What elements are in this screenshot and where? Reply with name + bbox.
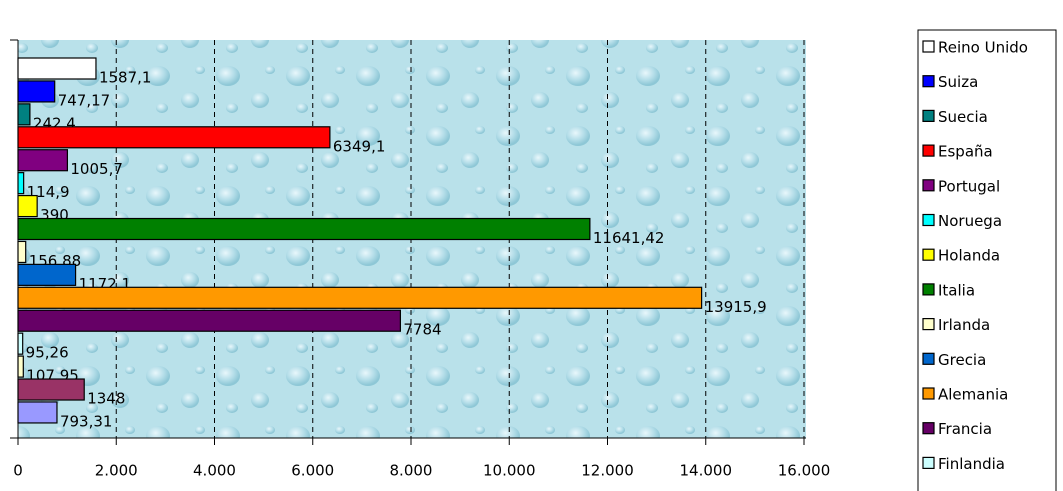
value-label: 11641,42	[593, 229, 665, 247]
bar	[17, 240, 27, 264]
legend-label: Portugal	[938, 177, 1000, 195]
legend-label: Suecia	[938, 108, 988, 126]
legend-swatch	[922, 318, 935, 331]
legend-swatch	[922, 456, 935, 469]
x-tick-label: 4.000	[193, 462, 236, 480]
value-label: 1005,7	[70, 160, 123, 178]
value-label: 1587,1	[99, 69, 151, 87]
legend-label: Holanda	[938, 247, 1000, 265]
legend-swatch	[922, 213, 935, 227]
legend-label: Grecia	[938, 351, 986, 369]
legend-label: Reino Unido	[938, 39, 1028, 57]
value-label: 6349,1	[333, 137, 386, 155]
legend-label: Suiza	[938, 73, 978, 91]
x-tick-label: 2.000	[95, 462, 138, 480]
legend-swatch	[922, 75, 935, 88]
bar	[17, 149, 69, 172]
value-label: 1348	[87, 390, 125, 408]
legend-label: Noruega	[938, 212, 1002, 230]
x-tick-label: 8.000	[390, 462, 433, 480]
legend-swatch	[922, 40, 935, 53]
legend-label: Francia	[938, 420, 992, 438]
bar	[17, 194, 38, 218]
bar	[17, 217, 591, 241]
legend	[917, 29, 1057, 491]
bar	[17, 80, 56, 103]
legend-label: España	[938, 143, 993, 161]
value-label: 747,17	[58, 91, 111, 109]
legend-label: Italia	[938, 281, 975, 299]
legend-swatch	[922, 283, 935, 296]
bar	[17, 126, 331, 149]
bar	[17, 378, 85, 401]
bar	[17, 309, 401, 332]
x-tick-label: 12.000	[581, 462, 634, 480]
x-tick-label: 16.000	[778, 462, 831, 480]
legend-swatch	[922, 179, 935, 192]
bar	[17, 263, 77, 286]
legend-label: Finlandia	[938, 455, 1005, 473]
x-tick-label: 14.000	[680, 462, 733, 480]
legend-swatch	[922, 144, 935, 157]
legend-swatch	[922, 387, 935, 400]
legend-label: Irlanda	[938, 316, 990, 334]
legend-swatch	[922, 248, 935, 261]
bar	[17, 401, 58, 424]
bar	[17, 103, 31, 126]
bar	[17, 286, 703, 309]
value-label: 95,26	[26, 344, 69, 362]
x-tick-label: 0	[13, 462, 23, 480]
x-tick-label: 6.000	[291, 462, 334, 480]
value-label: 793,31	[60, 412, 113, 430]
legend-swatch	[922, 422, 935, 435]
legend-label: Dinamarca	[938, 490, 1020, 491]
bar	[17, 332, 24, 355]
bar	[17, 57, 97, 80]
value-label: 7784	[403, 321, 441, 339]
bar	[17, 172, 25, 195]
legend-swatch	[922, 352, 935, 365]
bar	[17, 355, 24, 378]
x-tick-label: 10.000	[483, 462, 536, 480]
legend-label: Alemania	[938, 386, 1008, 404]
value-label: 13915,9	[705, 298, 767, 316]
legend-swatch	[922, 109, 935, 123]
